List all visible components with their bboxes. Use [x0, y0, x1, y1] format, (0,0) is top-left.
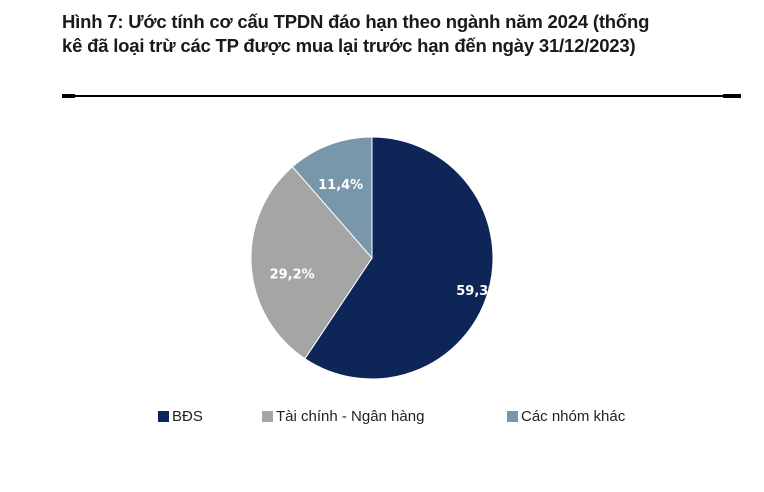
- title-divider-cap-left: [62, 94, 75, 98]
- legend-item-tai-chinh-ngan-hang: Tài chính - Ngân hàng: [262, 408, 507, 425]
- slice-tai-chinh-label: 29,2%: [270, 267, 315, 282]
- legend-swatch-tai-chinh: [262, 411, 273, 422]
- slice-cac-nhom-khac: [291, 136, 373, 260]
- figure-title-line-1: Hình 7: Ước tính cơ cấu TPDN đáo hạn the…: [62, 11, 650, 32]
- chart-legend: BĐS Tài chính - Ngân hàng Các nhóm khác: [158, 408, 625, 425]
- title-divider: [62, 95, 741, 97]
- legend-item-cac-nhom-khac: Các nhóm khác: [507, 408, 625, 425]
- legend-label-bds: BĐS: [172, 408, 203, 425]
- legend-swatch-bds: [158, 411, 169, 422]
- slice-bds: [304, 136, 494, 380]
- title-divider-cap-right: [723, 94, 741, 98]
- legend-label-cac-nhom-khac: Các nhóm khác: [521, 408, 626, 425]
- slice-tai-chinh: [250, 166, 373, 360]
- legend-label-tai-chinh: Tài chính - Ngân hàng: [276, 408, 425, 425]
- slice-bds-label: 59,3%: [456, 284, 501, 299]
- legend-swatch-cac-nhom-khac: [507, 411, 518, 422]
- legend-item-bds: BĐS: [158, 408, 262, 425]
- slice-cac-nhom-khac-label: 11,4%: [318, 178, 363, 193]
- figure-title: Hình 7: Ước tính cơ cấu TPDN đáo hạn the…: [62, 10, 752, 58]
- figure-title-line-2: kê đã loại trừ các TP được mua lại trước…: [62, 35, 636, 56]
